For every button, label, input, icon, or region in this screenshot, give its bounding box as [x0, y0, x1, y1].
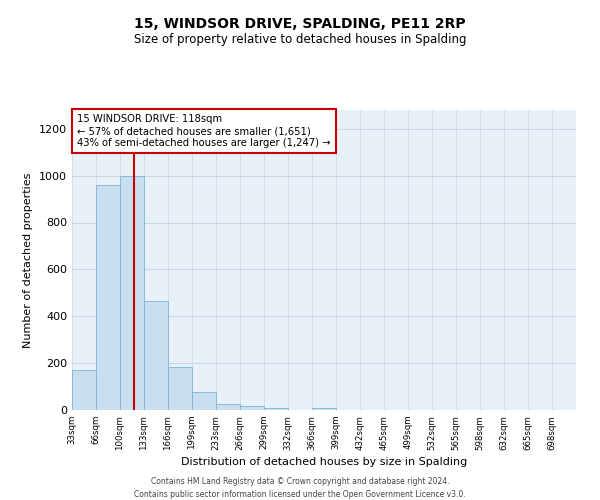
- Text: Contains HM Land Registry data © Crown copyright and database right 2024.: Contains HM Land Registry data © Crown c…: [151, 478, 449, 486]
- Bar: [120, 176, 144, 410]
- Bar: [144, 301, 168, 410]
- Text: Contains public sector information licensed under the Open Government Licence v3: Contains public sector information licen…: [134, 490, 466, 499]
- X-axis label: Distribution of detached houses by size in Spalding: Distribution of detached houses by size …: [181, 456, 467, 466]
- Bar: [216, 404, 240, 410]
- Text: Size of property relative to detached houses in Spalding: Size of property relative to detached ho…: [134, 32, 466, 46]
- Text: 15, WINDSOR DRIVE, SPALDING, PE11 2RP: 15, WINDSOR DRIVE, SPALDING, PE11 2RP: [134, 18, 466, 32]
- Bar: [264, 408, 288, 410]
- Bar: [72, 370, 96, 410]
- Y-axis label: Number of detached properties: Number of detached properties: [23, 172, 34, 348]
- Bar: [240, 406, 264, 410]
- Text: 15 WINDSOR DRIVE: 118sqm
← 57% of detached houses are smaller (1,651)
43% of sem: 15 WINDSOR DRIVE: 118sqm ← 57% of detach…: [77, 114, 331, 148]
- Bar: [96, 185, 120, 410]
- Bar: [192, 392, 216, 410]
- Bar: [168, 366, 192, 410]
- Bar: [312, 408, 336, 410]
